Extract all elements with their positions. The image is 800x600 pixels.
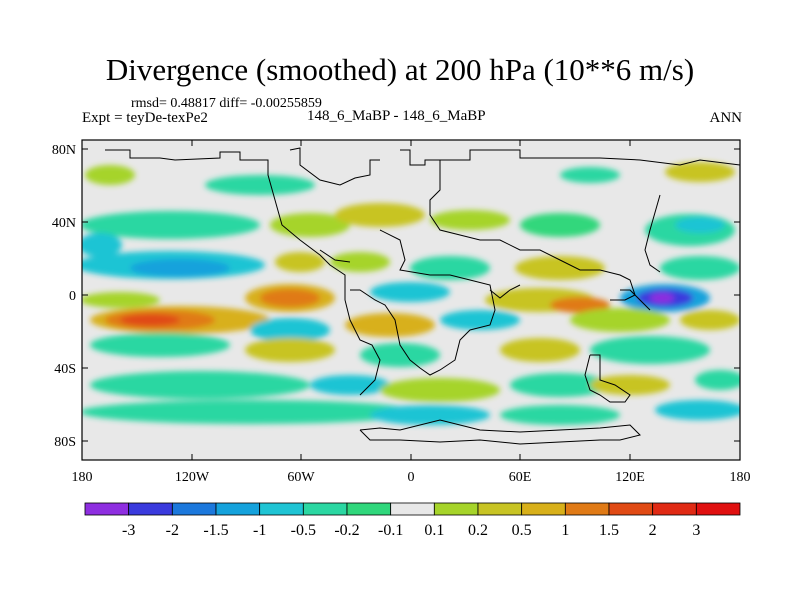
colorbar-label: 3 xyxy=(692,522,700,539)
colorbar-swatch xyxy=(695,502,741,516)
colorbar-label: -0.5 xyxy=(291,522,316,539)
colorbar-label: 0.5 xyxy=(512,522,532,539)
colorbar-swatch xyxy=(215,502,261,516)
lon-label: 60E xyxy=(509,470,532,485)
colorbar-label: 0.2 xyxy=(468,522,488,539)
lat-label: 40S xyxy=(54,362,76,377)
colorbar-label: 1.5 xyxy=(599,522,619,539)
colorbar-swatch xyxy=(521,502,566,516)
colorbar-label: -0.2 xyxy=(334,522,359,539)
tick-marks xyxy=(81,140,741,460)
lon-label: 120W xyxy=(175,470,210,485)
colorbar-swatch xyxy=(564,502,610,516)
colorbar-swatch xyxy=(128,502,173,516)
lat-label: 40N xyxy=(52,216,76,231)
longitude-labels: 180 120W 60W 0 60E 120E 180 xyxy=(72,470,751,485)
lon-label: 180 xyxy=(730,470,751,485)
colorbar-label: -0.1 xyxy=(378,522,403,539)
colorbar-swatch xyxy=(433,502,479,516)
colorbar-label: 0.1 xyxy=(424,522,444,539)
latitude-labels: 80N 40N 0 40S 80S xyxy=(52,143,76,450)
lon-label: 180 xyxy=(72,470,93,485)
colorbar-label: 1 xyxy=(561,522,569,539)
colorbar-labels: -3 -2 -1.5 -1 -0.5 -0.2 -0.1 0.1 0.2 0.5 1 1.5 2 3 xyxy=(122,522,700,539)
colorbar-label: -2 xyxy=(166,522,179,539)
lon-label: 120E xyxy=(615,470,645,485)
colorbar-label: -1 xyxy=(253,522,266,539)
colorbar-swatch xyxy=(477,502,523,516)
colorbar-swatch xyxy=(259,502,304,516)
colorbar-swatch xyxy=(346,502,392,516)
colorbar-label: -3 xyxy=(122,522,135,539)
cases-label: 148_6_MaBP - 148_6_MaBP xyxy=(307,108,486,124)
lat-label: 80S xyxy=(54,435,76,450)
colorbar-swatch xyxy=(390,502,435,516)
map-title: Divergence (smoothed) at 200 hPa (10**6 … xyxy=(105,52,695,87)
lat-label: 0 xyxy=(69,289,76,304)
stats-text: rmsd= 0.48817 diff= -0.00255859 xyxy=(131,96,322,111)
divergence-field xyxy=(82,162,740,425)
colorbar xyxy=(84,502,741,516)
colorbar-swatch xyxy=(171,502,217,516)
experiment-label: Expt = teyDe-texPe2 xyxy=(82,110,208,126)
lat-label: 80N xyxy=(52,143,76,158)
lon-label: 60W xyxy=(287,470,315,485)
colorbar-label: 2 xyxy=(649,522,657,539)
colorbar-swatch xyxy=(652,502,697,516)
colorbar-swatch xyxy=(84,502,130,516)
period-label: ANN xyxy=(709,110,743,126)
colorbar-swatch xyxy=(608,502,654,516)
coastlines xyxy=(105,147,740,445)
colorbar-label: -1.5 xyxy=(203,522,228,539)
colorbar-swatch xyxy=(302,502,348,516)
lon-label: 0 xyxy=(408,470,415,485)
